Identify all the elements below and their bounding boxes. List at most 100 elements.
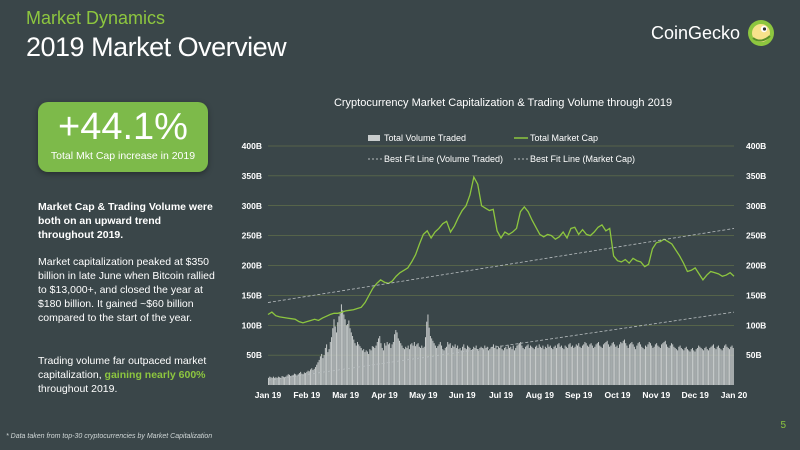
volume-bar bbox=[690, 349, 692, 385]
volume-bar bbox=[510, 346, 512, 385]
volume-bar bbox=[324, 347, 326, 385]
volume-bar bbox=[700, 347, 702, 385]
volume-bar bbox=[468, 346, 470, 385]
volume-bar bbox=[687, 349, 689, 385]
volume-bar bbox=[724, 345, 726, 385]
volume-bar bbox=[488, 350, 490, 385]
volume-bar bbox=[291, 375, 293, 385]
volume-bar bbox=[300, 371, 302, 385]
volume-bar bbox=[636, 345, 638, 385]
volume-bar bbox=[491, 346, 493, 385]
volume-bar bbox=[473, 346, 475, 385]
volume-bar bbox=[553, 346, 555, 385]
volume-bar bbox=[413, 341, 415, 385]
volume-bar bbox=[365, 350, 367, 385]
volume-bar bbox=[543, 349, 545, 385]
volume-bar bbox=[680, 347, 682, 385]
volume-bar bbox=[725, 344, 727, 385]
volume-bar bbox=[615, 346, 617, 385]
volume-bar bbox=[431, 338, 433, 385]
volume-bar bbox=[633, 346, 635, 385]
volume-bar bbox=[314, 367, 316, 385]
volume-bar bbox=[516, 345, 518, 385]
volume-bar bbox=[458, 349, 460, 385]
volume-bar bbox=[292, 374, 294, 385]
volume-bar bbox=[689, 351, 691, 385]
volume-bar bbox=[276, 377, 278, 385]
volume-bar bbox=[460, 350, 462, 385]
volume-bar bbox=[376, 341, 378, 385]
volume-bar bbox=[556, 347, 557, 385]
volume-bar bbox=[572, 345, 574, 385]
y-tick-label: 50B bbox=[246, 350, 262, 360]
volume-bar bbox=[673, 346, 675, 385]
volume-bar bbox=[559, 346, 561, 385]
volume-bar bbox=[344, 319, 346, 385]
volume-bar bbox=[505, 346, 507, 385]
volume-bar bbox=[518, 343, 520, 385]
volume-bar bbox=[415, 346, 417, 385]
volume-bar bbox=[395, 330, 397, 385]
volume-bar bbox=[401, 345, 403, 385]
x-tick-label: May 19 bbox=[409, 390, 438, 400]
legend-label: Best Fit Line (Market Cap) bbox=[530, 154, 635, 164]
volume-bar bbox=[391, 344, 393, 385]
summary-heading: Market Cap & Trading Volume were both on… bbox=[38, 201, 213, 241]
volume-bar bbox=[594, 346, 596, 385]
volume-bar bbox=[366, 351, 368, 385]
volume-bar bbox=[507, 345, 509, 385]
volume-bar bbox=[439, 341, 441, 385]
volume-bar bbox=[604, 343, 606, 385]
volume-bar bbox=[567, 347, 569, 385]
volume-bar bbox=[548, 346, 550, 385]
volume-bar bbox=[659, 347, 661, 385]
volume-bar bbox=[379, 336, 381, 385]
volume-bar bbox=[436, 347, 438, 385]
volume-bar bbox=[648, 341, 650, 385]
y-tick-label: 250B bbox=[242, 231, 262, 241]
volume-bar bbox=[368, 353, 370, 385]
x-tick-label: Jan 20 bbox=[721, 390, 748, 400]
volume-bar bbox=[605, 341, 607, 385]
volume-bar bbox=[706, 349, 708, 385]
volume-bar bbox=[654, 344, 656, 385]
volume-bar bbox=[683, 350, 685, 385]
volume-bar bbox=[339, 313, 341, 385]
volume-bar bbox=[375, 345, 377, 385]
volume-bar bbox=[732, 347, 734, 385]
volume-bar bbox=[499, 347, 501, 385]
volume-bar bbox=[500, 345, 502, 385]
volume-bar bbox=[386, 341, 388, 385]
volume-bar bbox=[421, 345, 423, 385]
volume-bar bbox=[533, 349, 535, 385]
volume-bar bbox=[296, 375, 298, 385]
volume-bar bbox=[444, 347, 446, 385]
y-tick-label: 300B bbox=[242, 201, 262, 211]
volume-bar bbox=[511, 349, 513, 385]
volume-bar bbox=[544, 346, 546, 385]
volume-bar bbox=[494, 347, 496, 385]
volume-bar bbox=[335, 332, 337, 385]
volume-bar bbox=[489, 349, 491, 385]
volume-bar bbox=[649, 343, 651, 385]
volume-bar bbox=[530, 345, 532, 385]
volume-bar bbox=[622, 340, 624, 385]
volume-bar bbox=[471, 349, 473, 385]
volume-bar bbox=[305, 373, 307, 385]
volume-bar bbox=[338, 316, 340, 385]
volume-bar bbox=[408, 349, 410, 385]
volume-bar bbox=[563, 349, 565, 385]
chart-lines bbox=[267, 175, 735, 381]
volume-bar bbox=[552, 349, 554, 385]
volume-bar bbox=[463, 344, 465, 385]
volume-bar bbox=[722, 347, 724, 385]
volume-bar bbox=[321, 353, 323, 385]
volume-bar bbox=[329, 341, 331, 385]
volume-bar bbox=[504, 347, 506, 385]
volume-bar bbox=[578, 343, 580, 385]
page-title: 2019 Market Overview bbox=[26, 32, 287, 62]
x-tick-label: Mar 19 bbox=[332, 390, 359, 400]
volume-bar bbox=[274, 377, 276, 385]
volume-bar bbox=[417, 343, 419, 385]
section-subtitle: Market Dynamics bbox=[26, 8, 166, 28]
